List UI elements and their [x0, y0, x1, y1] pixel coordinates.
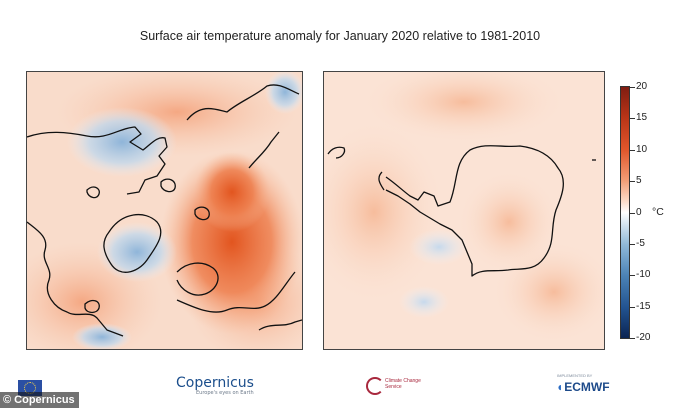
siberia-warm-anomaly-core	[194, 152, 270, 232]
c3s-ring-icon	[366, 377, 384, 395]
arctic-islands	[86, 178, 210, 221]
copernicus-logo: Copernicus Europe's eyes on Earth	[176, 375, 254, 396]
copernicus-logo-tagline: Europe's eyes on Earth	[196, 390, 254, 396]
pacific-cool-patch	[265, 72, 302, 114]
ecmwf-mark-icon: ◖	[556, 380, 564, 394]
east-antarctica-warm	[459, 172, 559, 272]
alaska-coast	[186, 84, 300, 121]
colorbar-tick	[630, 306, 635, 308]
arctic-coastlines	[27, 84, 302, 337]
antarctic-anomaly-map	[323, 71, 605, 350]
canada-cold-anomaly	[67, 107, 177, 177]
antarctic-warm-wash-top	[364, 72, 564, 142]
far-east-coast	[258, 319, 302, 331]
colorbar-tick-label: 5	[636, 175, 642, 187]
colorbar-tick	[630, 181, 635, 183]
temperature-colorbar: 20 15 10 5 0 -5 -10 -15 -20	[620, 82, 670, 343]
iceland-outline	[84, 299, 100, 314]
ecmwf-logo-tagline: IMPLEMENTED BY	[557, 373, 593, 378]
greenland-cold-anomaly	[97, 222, 177, 282]
colorbar-tick	[630, 118, 635, 120]
map-title: Surface air temperature anomaly for Janu…	[139, 29, 541, 43]
weddell-cool-patch	[409, 229, 469, 265]
colorbar-tick	[630, 87, 635, 88]
ecmwf-logo: IMPLEMENTED BY ◖ECMWF	[556, 373, 610, 394]
kamchatka-coast	[248, 131, 280, 169]
ross-cool-patch	[399, 286, 449, 318]
colorbar-tick-label: 20	[636, 81, 648, 92]
antarctic-coastlines	[327, 145, 596, 277]
colorbar-unit: °C	[652, 206, 664, 218]
colorbar-tick-label: 10	[636, 143, 648, 155]
colorbar-tick	[630, 212, 635, 214]
c3s-logo-text: Climate Change Service	[385, 378, 421, 390]
antarctica-coast	[385, 145, 564, 277]
antarctic-peninsula	[378, 171, 385, 191]
colorbar-tick-label: -20	[636, 332, 651, 343]
siberia-coast	[176, 271, 296, 313]
atlantic-cool-patch	[72, 323, 132, 349]
south-america-tip	[327, 146, 346, 159]
colorbar-tick	[630, 243, 635, 245]
colorbar-gradient	[620, 86, 630, 339]
c3s-logo: Climate Change Service	[366, 376, 436, 402]
colorbar-tick-label: 15	[636, 112, 648, 124]
colorbar-tick-label: -15	[636, 300, 651, 312]
greenland-coast	[103, 213, 162, 273]
colorbar-tick-label: 0	[636, 206, 642, 218]
copernicus-logo-text: Copernicus	[176, 375, 254, 391]
antarctic-warm-wash-left	[324, 122, 444, 302]
colorbar-tick	[630, 275, 635, 277]
ecmwf-logo-text: ECMWF	[564, 380, 610, 394]
scandinavia-coast	[176, 262, 219, 296]
arctic-anomaly-map	[26, 71, 303, 350]
colorbar-tick-label: -5	[636, 237, 645, 249]
credit-banner: © Copernicus	[0, 392, 79, 408]
europe-coast	[27, 221, 124, 337]
colorbar-tick-label: -10	[636, 269, 651, 281]
north-america-coast	[27, 126, 168, 195]
colorbar-tick	[630, 149, 635, 151]
colorbar-tick	[630, 338, 635, 339]
